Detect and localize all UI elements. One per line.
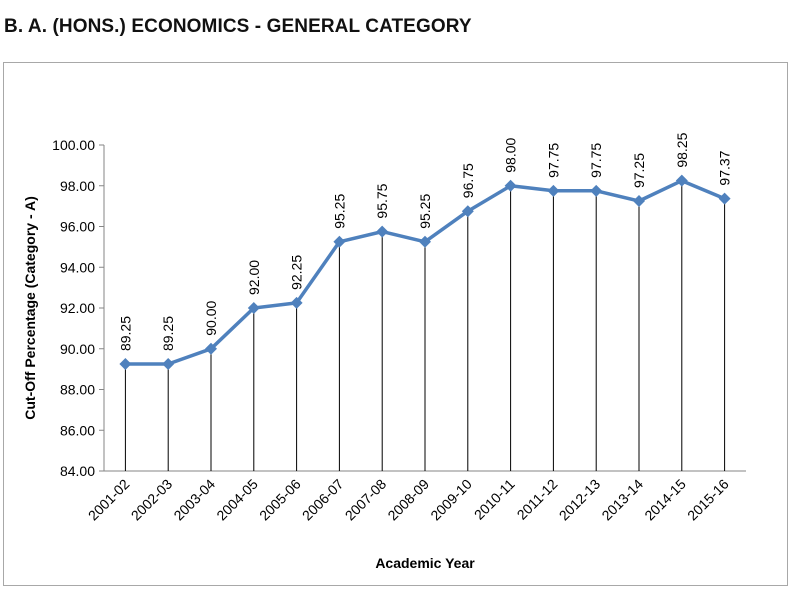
data-label: 98.25 xyxy=(674,132,690,167)
x-tick-label: 2012-13 xyxy=(556,476,604,524)
y-tick-label: 98.00 xyxy=(60,178,95,194)
data-label: 95.25 xyxy=(417,194,433,229)
y-tick-label: 84.00 xyxy=(60,463,95,479)
data-label: 92.00 xyxy=(246,260,262,295)
x-tick-label: 2008-09 xyxy=(384,476,432,524)
x-tick-label: 2010-11 xyxy=(471,476,518,523)
data-point-marker xyxy=(119,358,132,371)
drop-lines xyxy=(124,180,726,471)
y-tick-label: 88.00 xyxy=(60,382,95,398)
data-point-marker xyxy=(590,184,603,197)
data-label: 97.75 xyxy=(588,143,604,178)
x-tick-label: 2003-04 xyxy=(170,476,218,524)
data-point-marker xyxy=(461,205,474,218)
data-label: 92.25 xyxy=(289,255,305,290)
chart-frame xyxy=(3,62,788,586)
data-point-marker xyxy=(675,174,688,187)
x-tick-label: 2009-10 xyxy=(427,476,475,524)
y-axis-title: Cut-Off Percentage (Category - A) xyxy=(22,196,38,420)
x-tick-label: 2005-06 xyxy=(256,476,304,524)
data-label: 97.37 xyxy=(717,150,733,185)
y-tick-label: 86.00 xyxy=(60,422,95,438)
data-labels: 89.25 89.25 90.00 92.00 92.25 95.25 95.75 95.25… xyxy=(117,132,732,351)
data-label: 89.25 xyxy=(160,316,176,351)
data-point-marker xyxy=(205,342,217,355)
data-point-marker xyxy=(547,184,560,197)
x-tick-label: 2001-02 xyxy=(85,476,133,524)
x-ticks: 2001-022002-032003-042004-052005-062006-… xyxy=(85,476,732,524)
x-tick-label: 2007-08 xyxy=(342,476,390,524)
data-point-marker xyxy=(247,302,260,314)
y-tick-label: 90.00 xyxy=(60,341,95,357)
x-tick-label: 2013-14 xyxy=(598,476,646,524)
data-label: 90.00 xyxy=(203,301,219,336)
data-point-marker xyxy=(718,192,731,205)
x-tick-label: 2014-15 xyxy=(641,476,689,524)
data-point-marker xyxy=(290,296,303,309)
x-tick-label: 2015-16 xyxy=(684,476,732,524)
x-tick-label: 2004-05 xyxy=(213,476,261,524)
data-label: 95.75 xyxy=(374,183,390,218)
page-title: B. A. (HONS.) ECONOMICS - GENERAL CATEGO… xyxy=(4,16,472,37)
x-axis-title: Academic Year xyxy=(375,555,475,571)
data-point-marker xyxy=(419,235,431,248)
y-tick-label: 100.00 xyxy=(52,137,95,153)
data-label: 96.75 xyxy=(460,163,476,198)
data-point-marker xyxy=(504,179,517,192)
x-tick-label: 2006-07 xyxy=(299,476,347,524)
data-label: 95.25 xyxy=(331,194,347,229)
y-tick-label: 92.00 xyxy=(60,300,95,316)
data-label: 98.00 xyxy=(503,138,519,173)
data-point-marker xyxy=(633,195,645,208)
y-tick-label: 94.00 xyxy=(60,259,95,275)
data-point-marker xyxy=(333,235,346,248)
data-point-marker xyxy=(162,358,175,371)
data-markers xyxy=(119,174,731,371)
y-tick-label: 96.00 xyxy=(60,219,95,235)
data-label: 97.75 xyxy=(545,143,561,178)
x-tick-label: 2002-03 xyxy=(128,476,176,524)
x-tick-label: 2011-12 xyxy=(514,476,561,523)
data-point-marker xyxy=(376,225,389,238)
data-label: 89.25 xyxy=(117,316,133,351)
y-ticks: 84.00 86.00 88.00 90.00 92.00 94.00 96.00 98.00… xyxy=(52,137,104,479)
data-label: 97.25 xyxy=(631,153,647,188)
